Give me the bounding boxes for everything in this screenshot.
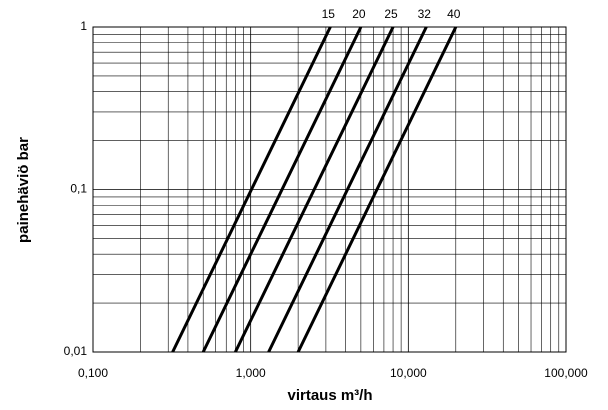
series-line xyxy=(296,26,458,353)
series-line xyxy=(171,26,332,353)
y-tick-label: 0,1 xyxy=(70,182,87,196)
x-tick-label: 1,000 xyxy=(236,366,266,380)
x-tick-label: 0,100 xyxy=(78,366,108,380)
series-label: 25 xyxy=(384,7,398,21)
series-line xyxy=(201,26,363,353)
series-line xyxy=(234,26,395,353)
series-label: 20 xyxy=(352,7,366,21)
series-label: 40 xyxy=(447,7,461,21)
series-label: 15 xyxy=(322,7,336,21)
x-tick-label: 10,000 xyxy=(390,366,427,380)
y-axis-title: painehäviö bar xyxy=(15,137,32,243)
y-tick-label: 1 xyxy=(80,19,87,33)
series-line xyxy=(267,26,428,353)
x-axis-title: virtaus m³/h xyxy=(287,387,372,404)
series-label: 32 xyxy=(418,7,432,21)
x-tick-label: 100,000 xyxy=(544,366,588,380)
y-tick-label: 0,01 xyxy=(64,344,88,358)
